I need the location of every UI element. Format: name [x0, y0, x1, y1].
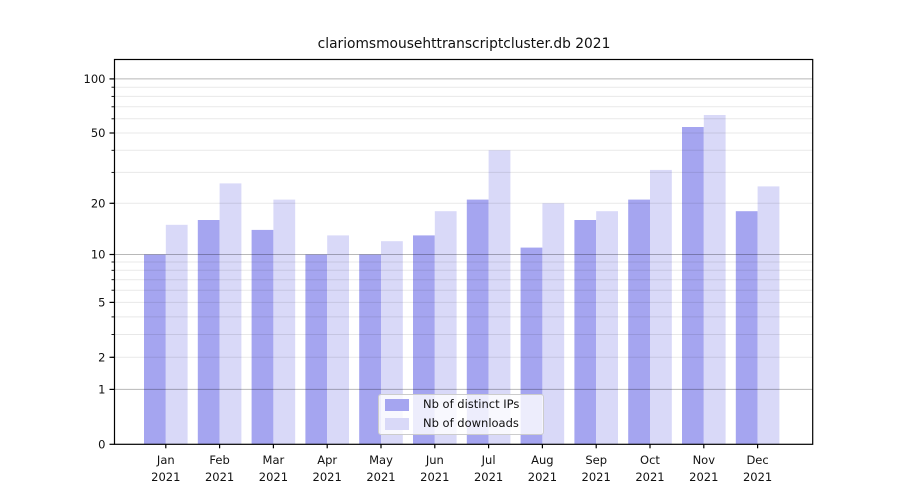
bar-distinct-ips-sep [574, 220, 597, 445]
y-tick-label: 1 [98, 382, 105, 396]
x-tick-label-year: 2021 [259, 470, 288, 484]
gridlines-layer [114, 78, 813, 390]
bar-downloads-feb [219, 183, 242, 445]
y-tick-label: 10 [91, 248, 106, 262]
bar-distinct-ips-may [359, 254, 381, 445]
bar-downloads-mar [273, 199, 296, 445]
x-axis: Jan 2021 Feb 2021 Mar 2021 Apr 2021 May 2021 Jun 20… [151, 444, 772, 484]
x-tick-label-year: 2021 [635, 470, 664, 484]
x-tick-label-month: Apr [317, 453, 337, 467]
axes-frame [113, 58, 814, 445]
bar-downloads-dec [757, 186, 780, 445]
bar-distinct-ips-mar [251, 229, 274, 445]
x-tick-label-month: Aug [531, 453, 553, 467]
x-tick-label-year: 2021 [528, 470, 557, 484]
bar-distinct-ips-feb [197, 220, 220, 445]
x-tick-label-month: Dec [746, 453, 768, 467]
x-tick-label-month: Feb [209, 453, 229, 467]
bar-distinct-ips-nov [682, 127, 704, 445]
x-tick-label-month: Mar [263, 453, 285, 467]
x-tick-label-year: 2021 [313, 470, 342, 484]
bar-downloads-jan [165, 224, 188, 445]
x-tick-label-month: Oct [640, 453, 660, 467]
x-tick-label-year: 2021 [474, 470, 503, 484]
legend-item-distinct-ips: Nb of distinct IPs [385, 397, 539, 413]
chart-title: clariomsmousehttranscriptcluster.db 2021 [317, 36, 611, 52]
x-tick-label-month: Jun [425, 453, 444, 467]
bar-downloads-apr [327, 235, 349, 445]
bar-distinct-ips-jun [413, 235, 435, 445]
bar-distinct-ips-jan [144, 254, 166, 445]
x-tick-label-year: 2021 [743, 470, 772, 484]
y-tick-label: 0 [98, 437, 105, 451]
x-tick-label-month: Jul [481, 453, 496, 467]
legend-label-distinct-ips: Nb of distinct IPs [423, 397, 520, 412]
bar-distinct-ips-apr [305, 254, 328, 445]
bar-distinct-ips-jul [466, 199, 489, 445]
bar-distinct-ips-dec [735, 211, 758, 445]
bar-downloads-oct [650, 169, 672, 445]
y-axis: 0 1 2 5 10 20 50 100 [84, 72, 115, 451]
y-tick-label: 5 [98, 295, 105, 309]
x-tick-label-year: 2021 [689, 470, 718, 484]
bars-layer [144, 115, 780, 445]
y-tick-label: 20 [91, 196, 106, 210]
x-tick-label-year: 2021 [582, 470, 611, 484]
x-tick-label-month: Jan [156, 453, 175, 467]
y-tick-label: 100 [84, 72, 106, 86]
legend-swatch-distinct-ips [385, 399, 409, 411]
x-tick-label-year: 2021 [420, 470, 449, 484]
bar-downloads-jul [488, 150, 511, 445]
bar-downloads-jun [434, 211, 457, 445]
legend-label-downloads: Nb of downloads [423, 416, 519, 431]
bar-downloads-sep [596, 211, 618, 445]
y-tick-label: 2 [98, 350, 105, 364]
x-tick-label-month: Nov [693, 453, 716, 467]
x-tick-label-year: 2021 [205, 470, 234, 484]
bar-downloads-aug [542, 203, 565, 445]
x-tick-label-month: Sep [585, 453, 607, 467]
legend: Nb of distinct IPs Nb of downloads [378, 394, 544, 435]
y-tick-label: 50 [91, 126, 106, 140]
x-tick-label-month: May [369, 453, 393, 467]
x-tick-label-year: 2021 [151, 470, 180, 484]
bar-distinct-ips-oct [628, 199, 650, 445]
bar-downloads-may [381, 241, 403, 445]
legend-item-downloads: Nb of downloads [385, 416, 539, 432]
x-tick-label-year: 2021 [366, 470, 395, 484]
legend-swatch-downloads [385, 418, 409, 430]
bar-downloads-nov [703, 115, 726, 445]
